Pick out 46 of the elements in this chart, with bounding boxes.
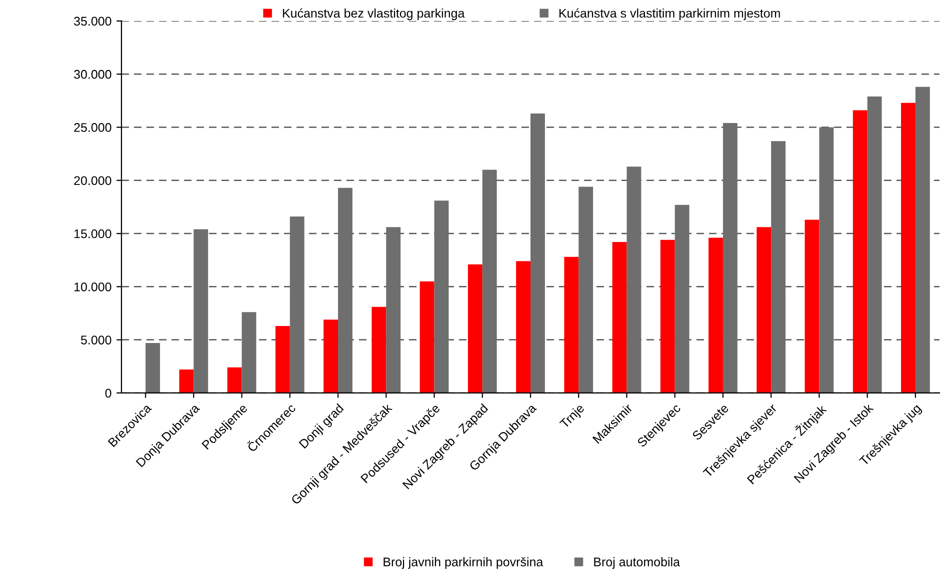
bar — [578, 186, 594, 393]
bar — [612, 242, 627, 393]
y-tick-label: 30.000 — [74, 70, 112, 79]
bar — [852, 110, 868, 393]
bar — [386, 227, 401, 393]
text: Kućanstva s vlastitim parkirnim mjestom — [559, 8, 780, 20]
bar — [468, 264, 482, 393]
bar — [242, 312, 256, 393]
bar — [756, 227, 772, 393]
x-tick-label: Trnje — [559, 403, 586, 431]
bar — [804, 220, 820, 393]
bar — [771, 141, 786, 393]
bar — [530, 113, 545, 393]
legend-label: Broj javnih parkirnih površina — [384, 557, 544, 569]
bar — [338, 188, 352, 393]
bar — [227, 367, 242, 393]
y-tick-label: 20.000 — [74, 176, 112, 186]
y-tick-label: 0 — [105, 388, 112, 398]
bar — [275, 326, 290, 393]
bar — [915, 86, 930, 393]
bar — [708, 238, 723, 393]
y-tick-label: 25.000 — [74, 123, 112, 132]
y-tick-label: 5.000 — [80, 336, 112, 344]
bar — [482, 170, 497, 393]
bar — [420, 281, 434, 393]
bar — [901, 102, 916, 393]
bar — [674, 204, 690, 393]
y-tick-label: 15.000 — [74, 229, 112, 238]
bar — [516, 261, 530, 393]
y-tick-label: 35.000 — [74, 16, 112, 26]
bar — [626, 166, 642, 393]
bar — [179, 370, 194, 393]
bar — [660, 240, 675, 393]
text: Kućanstva bez vlastitog parkinga — [282, 8, 465, 20]
bar — [722, 123, 738, 393]
bar — [324, 320, 338, 393]
bar — [290, 216, 304, 393]
bar — [867, 96, 882, 393]
bar — [194, 229, 208, 393]
bar — [146, 342, 160, 393]
legend-label: Broj automobila — [594, 557, 680, 569]
bar — [819, 127, 834, 393]
bar — [434, 200, 449, 393]
y-tick-label: 10.000 — [74, 282, 112, 292]
bar — [564, 256, 579, 393]
bar — [372, 306, 386, 393]
